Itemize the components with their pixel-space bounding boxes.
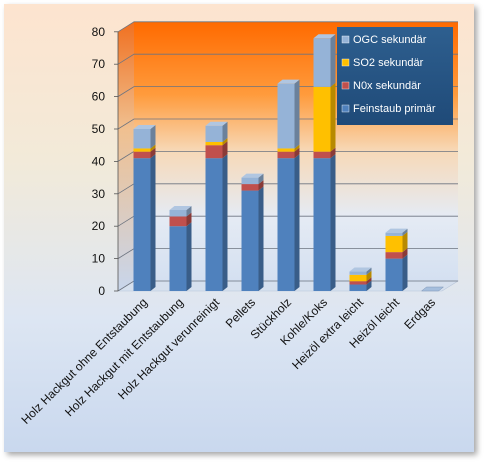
bar-segment — [169, 222, 192, 291]
bar-segment — [133, 144, 156, 152]
bar-segment — [205, 154, 228, 291]
y-tick-label: 80 — [92, 25, 106, 39]
bar-segment — [313, 154, 336, 291]
bar-segment — [169, 206, 192, 217]
bar-segment — [420, 286, 445, 292]
y-tick-label: 60 — [92, 90, 106, 104]
bar-segment — [277, 144, 300, 152]
bar-segment — [385, 228, 408, 236]
bar-segment — [277, 147, 300, 159]
y-axis-ticks: 0 10 20 30 40 50 60 70 80 — [92, 25, 119, 298]
legend-item: Feinstaub primär — [341, 103, 436, 115]
bar-segment — [241, 180, 264, 191]
svg-text:Feinstaub primär: Feinstaub primär — [353, 103, 436, 115]
bar-stack — [420, 286, 445, 292]
bar-segment — [241, 173, 264, 185]
bar-stack — [241, 173, 264, 291]
bar-stack — [133, 125, 156, 291]
bar-segment — [349, 280, 372, 291]
bar-segment — [277, 79, 300, 149]
bar-stack — [277, 79, 300, 291]
y-tick-label: 70 — [92, 57, 106, 71]
y-tick-label: 50 — [92, 122, 106, 136]
bars — [133, 34, 445, 292]
y-tick-label: 10 — [92, 252, 106, 266]
bar-stack — [169, 206, 192, 291]
bar-segment — [313, 82, 336, 152]
bar-segment — [205, 141, 228, 159]
gridline — [117, 21, 458, 33]
y-tick-label: 0 — [98, 284, 105, 298]
bar-segment — [241, 186, 264, 291]
bar-stack — [349, 267, 372, 291]
bar-stack — [205, 121, 228, 291]
svg-text:OGC sekundär: OGC sekundär — [353, 34, 427, 46]
bar-segment — [169, 212, 192, 227]
legend-item: SO2 sekundär — [341, 57, 424, 69]
svg-text:SO2 sekundär: SO2 sekundär — [353, 57, 424, 69]
bar-segment — [313, 147, 336, 159]
legend-item: N0x sekundär — [341, 80, 421, 92]
legend-box — [337, 27, 453, 125]
bar-stack — [385, 228, 408, 291]
bar-segment — [133, 154, 156, 291]
y-tick-label: 30 — [92, 187, 106, 201]
bar-segment — [385, 248, 408, 259]
bar-segment — [205, 121, 228, 142]
y-tick-label: 40 — [92, 154, 106, 168]
bar-segment — [277, 154, 300, 291]
legend: OGC sekundär SO2 sekundär N0x sekundär Fein… — [337, 27, 453, 125]
bar-segment — [349, 270, 372, 282]
bar-segment — [385, 231, 408, 253]
svg-text:N0x sekundär: N0x sekundär — [353, 80, 421, 92]
bar-segment — [205, 137, 228, 146]
bar-segment — [385, 254, 408, 291]
bar-segment — [133, 125, 156, 149]
y-tick-label: 20 — [92, 219, 106, 233]
bar-segment — [313, 34, 336, 87]
bar-stack — [313, 34, 336, 291]
bar-segment — [133, 147, 156, 159]
legend-item: OGC sekundär — [341, 34, 427, 46]
bar-segment — [349, 277, 372, 285]
bar-segment — [349, 267, 372, 275]
